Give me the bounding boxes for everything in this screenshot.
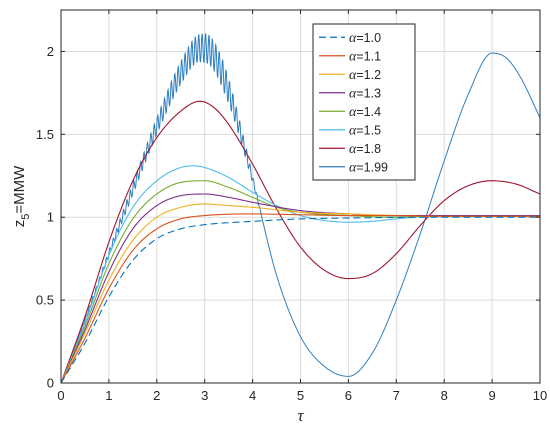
series-line-0 [60, 216, 540, 384]
legend-entry-2: α=1.2 [349, 68, 381, 83]
x-tick-label: 7 [393, 388, 400, 403]
legend-box [312, 23, 416, 181]
legend-entry-value: =1.99 [356, 160, 388, 174]
y-axis-label-main: z [11, 220, 28, 228]
legend-entry-symbol: α [349, 86, 357, 101]
x-tick-label: 2 [153, 388, 160, 403]
y-tick-label: 1 [47, 210, 54, 225]
y-tick-label: 2 [47, 44, 54, 59]
legend-entry-5: α=1.5 [349, 123, 381, 138]
y-axis-label-subscript: 5 [20, 214, 32, 220]
legend-entry-value: =1.2 [356, 68, 381, 82]
series-line-6 [60, 100, 541, 384]
legend-entry-value: =1.5 [356, 123, 381, 137]
x-axis-label: τ [297, 406, 304, 425]
y-axis-label: z5=MMW [11, 165, 32, 227]
x-tick-label: 3 [201, 388, 208, 403]
x-tick-label: 1 [105, 388, 112, 403]
legend-entry-6: α=1.8 [349, 142, 381, 157]
legend-entry-symbol: α [349, 49, 357, 64]
legend-entry-symbol: α [349, 105, 357, 120]
plot-curves [60, 33, 541, 384]
legend-entry-1: α=1.1 [349, 49, 381, 64]
x-tick-label: 5 [297, 388, 304, 403]
x-tick-label: 0 [57, 388, 64, 403]
x-tick-label: 6 [345, 388, 352, 403]
legend-entry-value: =1.8 [356, 142, 381, 156]
series-line-3 [60, 193, 540, 384]
legend-entry-symbol: α [349, 142, 357, 157]
legend-entry-7: α=1.99 [349, 160, 388, 175]
legend-entry-symbol: α [349, 68, 357, 83]
x-tick-label: 10 [533, 388, 547, 403]
legend-entry-0: α=1.0 [349, 31, 381, 46]
legend-entry-symbol: α [349, 123, 357, 138]
legend-entry-4: α=1.4 [349, 105, 381, 120]
legend-entry-3: α=1.3 [349, 86, 381, 101]
legend: α=1.0α=1.1α=1.2α=1.3α=1.4α=1.5α=1.8α=1.9… [312, 23, 416, 181]
y-tick-label: 0 [47, 376, 54, 391]
legend-entry-value: =1.4 [356, 105, 381, 119]
y-tick-label: 1.5 [36, 127, 54, 142]
legend-entry-symbol: α [349, 31, 357, 46]
y-tick-label: 0.5 [36, 293, 54, 308]
x-tick-label: 9 [488, 388, 495, 403]
y-axis-label-rest: =MMW [11, 165, 28, 214]
x-tick-label: 4 [249, 388, 256, 403]
x-tick-label: 8 [441, 388, 448, 403]
axis-ticks: 0 1 2 3 4 5 6 7 8 9 10 0 0.5 1 1.5 2 [36, 10, 547, 403]
legend-entry-symbol: α [349, 160, 357, 175]
legend-entry-value: =1.0 [356, 31, 381, 45]
series-line-7 [60, 33, 541, 384]
legend-entry-value: =1.1 [356, 49, 381, 63]
series-line-1 [60, 213, 540, 384]
legend-entry-value: =1.3 [356, 86, 381, 100]
